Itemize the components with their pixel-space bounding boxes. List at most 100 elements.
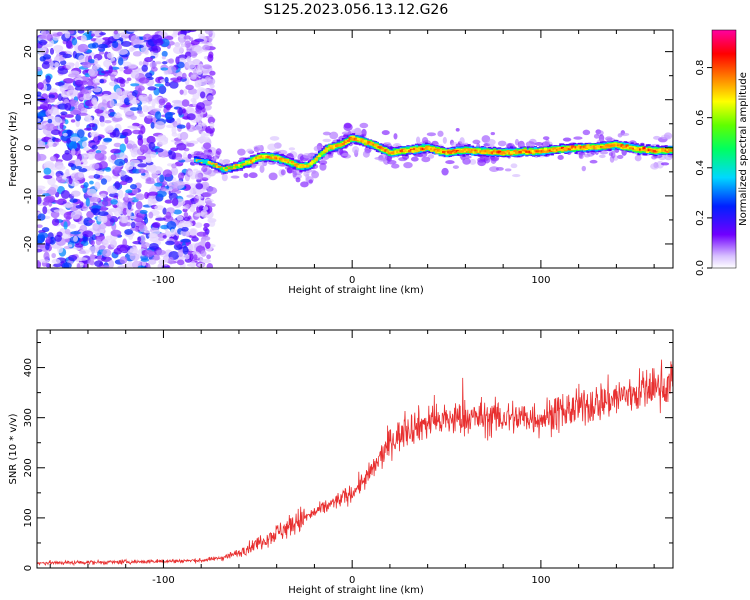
ridge-band bbox=[299, 163, 303, 168]
noise-blob bbox=[202, 206, 209, 211]
noise-blob bbox=[75, 204, 83, 209]
ridge-band bbox=[425, 146, 429, 149]
ridge-halo bbox=[512, 174, 521, 178]
noise-blob bbox=[71, 190, 81, 197]
noise-blob bbox=[98, 51, 105, 55]
ridge-halo bbox=[562, 137, 572, 142]
ridge-halo bbox=[442, 136, 447, 144]
noise-blob bbox=[190, 40, 200, 46]
noise-blob bbox=[43, 251, 50, 261]
ridge-band bbox=[460, 150, 464, 153]
noise-blob bbox=[75, 113, 82, 122]
ridge-band bbox=[458, 150, 463, 153]
noise-blob bbox=[60, 111, 68, 116]
ridge-band bbox=[666, 148, 670, 153]
noise-blob bbox=[83, 217, 93, 227]
noise-blob bbox=[82, 230, 94, 238]
ridge-band bbox=[431, 147, 436, 151]
noise-blob bbox=[119, 97, 125, 106]
noise-blob bbox=[119, 170, 127, 176]
ridge-band bbox=[216, 165, 220, 169]
ridge-band bbox=[654, 150, 658, 153]
noise-blob bbox=[88, 59, 96, 64]
ridge-halo bbox=[362, 150, 370, 158]
noise-blob bbox=[143, 230, 151, 234]
ridge-band bbox=[596, 145, 600, 150]
ridge-band bbox=[520, 150, 524, 154]
ridge-band bbox=[504, 150, 509, 153]
ridge-band bbox=[550, 148, 554, 151]
ridge-halo bbox=[584, 153, 591, 158]
ridge-halo bbox=[490, 132, 496, 136]
noise-blob bbox=[99, 193, 107, 199]
noise-blob bbox=[67, 244, 73, 248]
spectrogram-y-tick-label: -20 bbox=[23, 236, 34, 252]
noise-blob bbox=[104, 167, 112, 172]
ridge-band bbox=[224, 168, 228, 172]
noise-blob bbox=[110, 148, 121, 154]
ridge-band bbox=[285, 158, 289, 163]
noise-blob bbox=[168, 256, 174, 265]
ridge-band bbox=[509, 151, 514, 154]
noise-blob bbox=[135, 201, 143, 210]
noise-blob bbox=[137, 87, 142, 96]
noise-blob bbox=[180, 229, 190, 237]
noise-blob bbox=[195, 109, 202, 114]
ridge-band bbox=[475, 150, 480, 154]
noise-blob bbox=[146, 135, 156, 144]
noise-blob bbox=[37, 213, 46, 221]
ridge-band bbox=[627, 146, 631, 149]
ridge-band bbox=[606, 145, 610, 149]
noise-blob bbox=[106, 197, 112, 202]
noise-blob bbox=[100, 70, 111, 74]
noise-blob bbox=[107, 185, 118, 195]
noise-blob bbox=[110, 73, 116, 82]
ridge-band bbox=[538, 148, 543, 153]
ridge-band bbox=[340, 143, 344, 146]
ridge-halo bbox=[455, 127, 460, 132]
ridge-band bbox=[336, 144, 340, 147]
noise-blob bbox=[113, 30, 119, 35]
noise-blob bbox=[50, 129, 61, 136]
ridge-band bbox=[477, 150, 481, 153]
ridge-band bbox=[564, 146, 568, 151]
ridge-band bbox=[335, 144, 339, 148]
noise-blob bbox=[149, 151, 157, 158]
noise-blob bbox=[125, 189, 133, 194]
ridge-band bbox=[246, 161, 250, 164]
noise-blob bbox=[76, 129, 85, 138]
ridge-band bbox=[577, 144, 582, 148]
ridge-halo bbox=[582, 129, 591, 136]
noise-blob bbox=[175, 56, 180, 65]
ridge-halo bbox=[462, 157, 471, 165]
noise-blob bbox=[162, 169, 173, 178]
ridge-halo bbox=[292, 170, 297, 178]
noise-blob bbox=[109, 92, 119, 101]
ridge-band bbox=[428, 146, 432, 150]
noise-blob bbox=[55, 165, 66, 171]
ridge-halo bbox=[573, 136, 583, 140]
ridge-band bbox=[295, 165, 300, 167]
ridge-band bbox=[324, 147, 329, 152]
noise-blob bbox=[176, 156, 183, 161]
noise-blob bbox=[103, 120, 112, 124]
ridge-band bbox=[290, 160, 295, 164]
ridge-band bbox=[265, 156, 269, 159]
noise-blob bbox=[147, 115, 153, 119]
noise-blob bbox=[173, 209, 182, 215]
ridge-band bbox=[588, 146, 592, 150]
ridge-band bbox=[328, 146, 332, 149]
ridge-band bbox=[280, 158, 284, 161]
noise-blob bbox=[48, 88, 58, 93]
noise-blob bbox=[176, 142, 187, 151]
noise-blob bbox=[47, 176, 56, 186]
ridge-band bbox=[591, 145, 595, 148]
noise-blob bbox=[90, 208, 99, 214]
noise-blob bbox=[37, 185, 46, 190]
ridge-band bbox=[448, 151, 453, 154]
noise-blob bbox=[57, 246, 64, 254]
spectrogram-x-tick-label: 0 bbox=[349, 275, 355, 286]
noise-blob bbox=[162, 207, 167, 215]
noise-blob bbox=[202, 142, 212, 150]
noise-blob bbox=[140, 258, 150, 262]
